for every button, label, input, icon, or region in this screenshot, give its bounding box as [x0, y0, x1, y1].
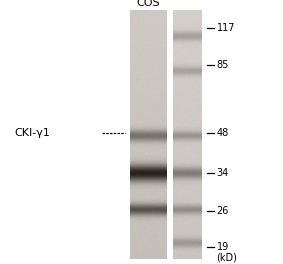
Text: 26: 26 [216, 206, 229, 216]
Text: (kD): (kD) [216, 253, 237, 263]
Text: 34: 34 [216, 168, 229, 178]
Text: CKI-γ1: CKI-γ1 [14, 128, 50, 138]
Text: 19: 19 [216, 242, 229, 252]
Text: 117: 117 [216, 23, 235, 33]
Text: 85: 85 [216, 60, 229, 70]
Text: COS: COS [137, 0, 160, 8]
Text: 48: 48 [216, 128, 229, 138]
